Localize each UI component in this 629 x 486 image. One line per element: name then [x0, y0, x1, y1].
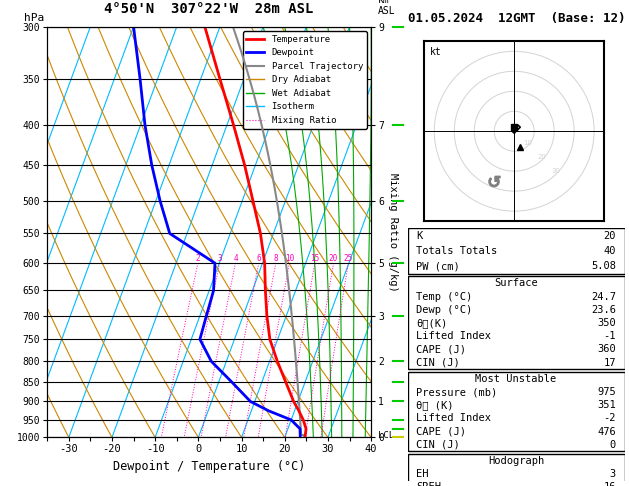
- Text: θᴇ(K): θᴇ(K): [416, 318, 447, 328]
- Text: 25: 25: [343, 254, 353, 263]
- Text: LCL: LCL: [377, 431, 394, 439]
- Text: 4°50'N  307°22'W  28m ASL: 4°50'N 307°22'W 28m ASL: [104, 2, 314, 17]
- Text: 20: 20: [538, 154, 547, 160]
- Text: 20: 20: [329, 254, 338, 263]
- Text: Most Unstable: Most Unstable: [476, 374, 557, 383]
- Text: Lifted Index: Lifted Index: [416, 414, 491, 423]
- Text: km
ASL: km ASL: [377, 0, 395, 17]
- Text: 20: 20: [603, 231, 616, 241]
- Text: 24.7: 24.7: [591, 292, 616, 302]
- Text: EH: EH: [416, 469, 429, 479]
- Text: 360: 360: [597, 345, 616, 354]
- Text: Dewp (°C): Dewp (°C): [416, 305, 472, 315]
- Text: 15: 15: [310, 254, 320, 263]
- Text: kt: kt: [430, 47, 442, 57]
- Text: CIN (J): CIN (J): [416, 440, 460, 450]
- Text: 975: 975: [597, 387, 616, 397]
- Text: Surface: Surface: [494, 278, 538, 288]
- Text: 17: 17: [603, 358, 616, 367]
- Text: 5.08: 5.08: [591, 261, 616, 271]
- X-axis label: Dewpoint / Temperature (°C): Dewpoint / Temperature (°C): [113, 460, 305, 473]
- Text: Lifted Index: Lifted Index: [416, 331, 491, 341]
- Text: 351: 351: [597, 400, 616, 410]
- Text: PW (cm): PW (cm): [416, 261, 460, 271]
- Text: 40: 40: [603, 246, 616, 256]
- Text: 10: 10: [285, 254, 294, 263]
- Text: 2: 2: [196, 254, 200, 263]
- Text: K: K: [416, 231, 423, 241]
- Text: Temp (°C): Temp (°C): [416, 292, 472, 302]
- Text: CAPE (J): CAPE (J): [416, 427, 466, 436]
- Bar: [408, 277, 625, 369]
- Bar: [408, 372, 625, 451]
- Text: -1: -1: [603, 331, 616, 341]
- Text: 6: 6: [257, 254, 261, 263]
- Bar: [408, 228, 625, 274]
- Text: Hodograph: Hodograph: [488, 456, 544, 466]
- Text: 4: 4: [233, 254, 238, 263]
- Text: 16: 16: [603, 483, 616, 486]
- Text: hPa: hPa: [25, 13, 45, 23]
- Legend: Temperature, Dewpoint, Parcel Trajectory, Dry Adiabat, Wet Adiabat, Isotherm, Mi: Temperature, Dewpoint, Parcel Trajectory…: [243, 31, 367, 129]
- Text: 30: 30: [552, 168, 560, 174]
- Text: 01.05.2024  12GMT  (Base: 12): 01.05.2024 12GMT (Base: 12): [408, 12, 625, 25]
- Bar: [408, 454, 625, 486]
- Text: Totals Totals: Totals Totals: [416, 246, 498, 256]
- Text: 8: 8: [274, 254, 278, 263]
- Text: 0: 0: [610, 440, 616, 450]
- Text: 3: 3: [610, 469, 616, 479]
- Text: 476: 476: [597, 427, 616, 436]
- Text: CAPE (J): CAPE (J): [416, 345, 466, 354]
- Text: CIN (J): CIN (J): [416, 358, 460, 367]
- Text: 23.6: 23.6: [591, 305, 616, 315]
- Text: Pressure (mb): Pressure (mb): [416, 387, 498, 397]
- Text: 3: 3: [217, 254, 222, 263]
- Text: 350: 350: [597, 318, 616, 328]
- Text: SREH: SREH: [416, 483, 442, 486]
- Text: θᴇ (K): θᴇ (K): [416, 400, 454, 410]
- Text: -2: -2: [603, 414, 616, 423]
- Y-axis label: Mixing Ratio (g/kg): Mixing Ratio (g/kg): [388, 173, 398, 292]
- Text: 10: 10: [524, 140, 533, 146]
